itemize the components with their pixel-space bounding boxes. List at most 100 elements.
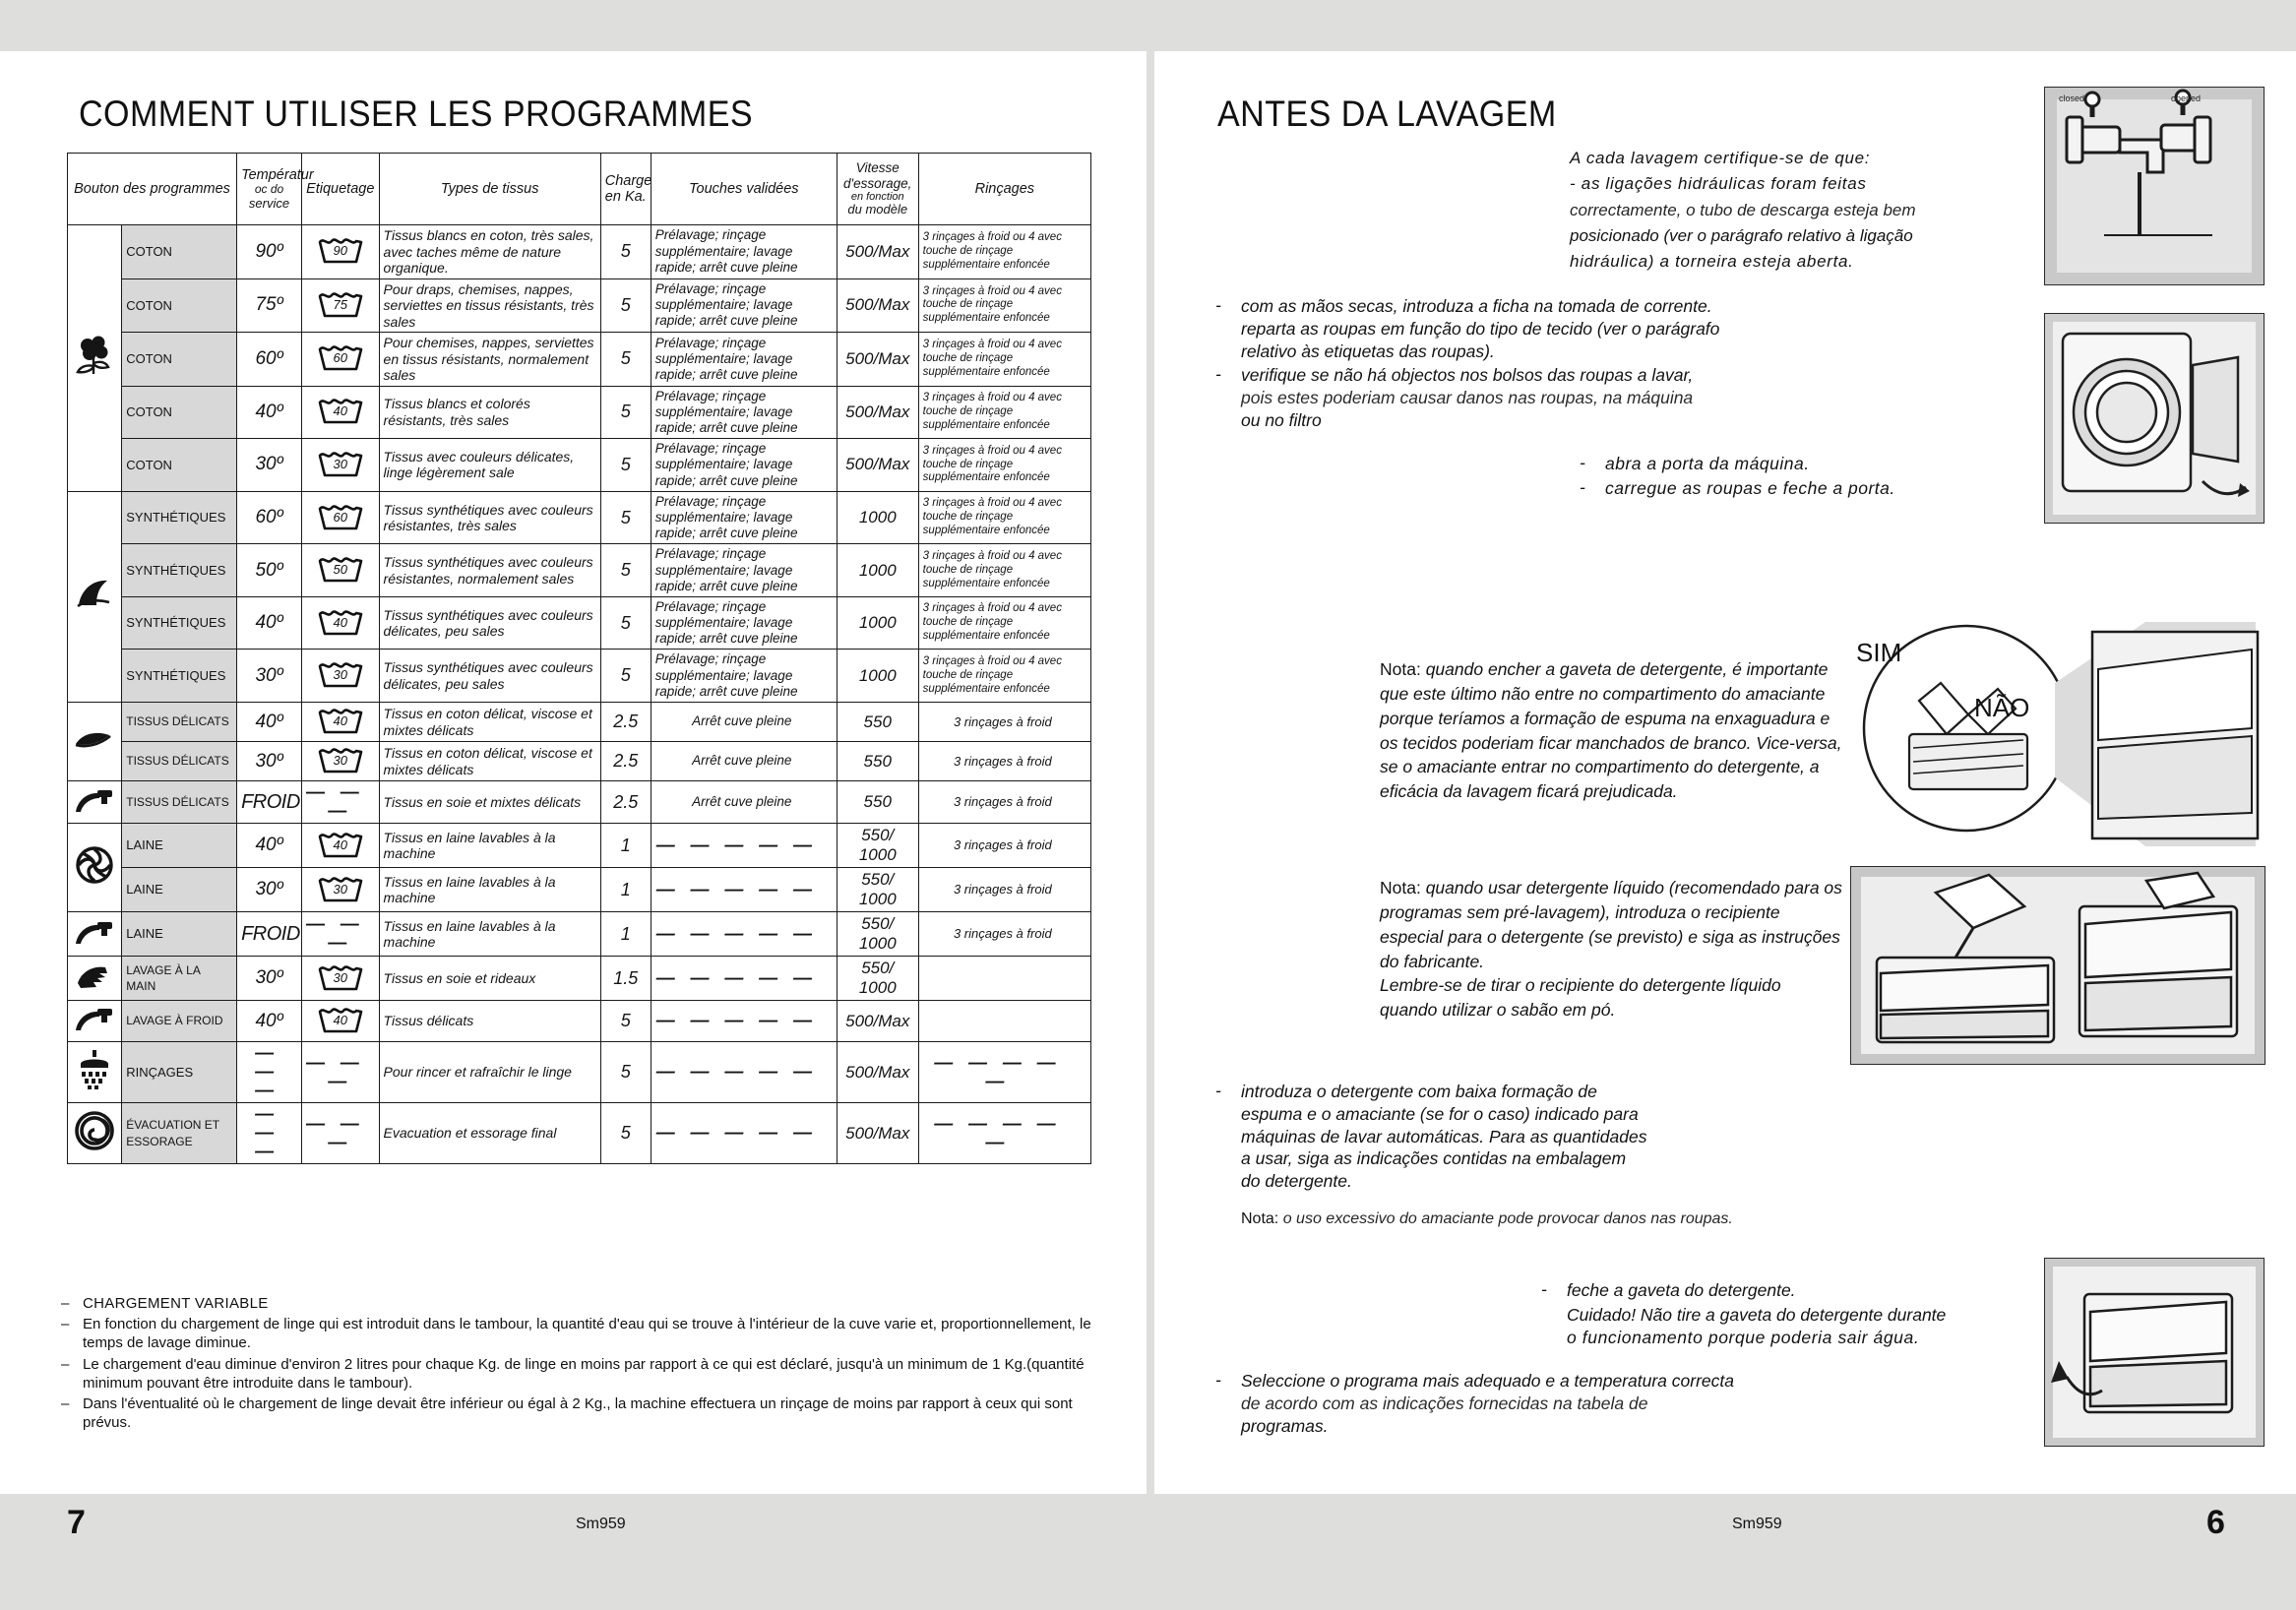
- bullet-line: a usar, siga as indicações contidas na e…: [1241, 1148, 1627, 1169]
- wash-tub-icon: 60: [315, 501, 366, 530]
- program-name: RINÇAGES: [121, 1041, 238, 1104]
- bottom-strip-right: [1154, 1494, 2296, 1610]
- spin-speed: 550/ 1000: [836, 956, 919, 1002]
- wool-icon: [66, 823, 123, 913]
- delicates-icon: [66, 702, 123, 782]
- dash-marks: — — — — —: [655, 967, 828, 989]
- options: Prélavage; rinçage supplémentaire; lavag…: [650, 332, 838, 387]
- program-name: COTON: [121, 332, 238, 387]
- bullets-group-4: - feche a gaveta do detergente. Cuidado!…: [1541, 1279, 2073, 1350]
- bullet-dash: -: [1580, 476, 1586, 497]
- program-name: TISSUS DÉLICATS: [121, 741, 238, 782]
- synthetics-icon: [66, 490, 123, 704]
- load-kg: 2.5: [599, 702, 652, 743]
- load-kg: 1: [599, 911, 652, 958]
- spin-speed: 1000: [836, 595, 919, 650]
- options: Prélavage; rinçage supplémentaire; lavag…: [650, 490, 838, 545]
- header-load: Charge en Ka.: [599, 153, 652, 225]
- bullet-text: introduza o detergente com baixa formaçã…: [1241, 1081, 1767, 1193]
- care-label: 60: [300, 332, 380, 387]
- page-gutter: [1147, 0, 1154, 1610]
- bullet-dash: -: [1541, 1279, 1547, 1299]
- rinses: — — — — —: [917, 1102, 1092, 1165]
- temperature: 90º: [236, 224, 302, 279]
- dash-marks: — — — — —: [655, 1123, 828, 1145]
- wash-tub-temp: 30: [333, 456, 347, 471]
- illustration-pouring-detergent: [1850, 866, 2265, 1065]
- temperature: 60º: [236, 332, 302, 387]
- bullets-group-5: - Seleccione o programa mais adequado e …: [1215, 1370, 1826, 1439]
- load-kg: 1.5: [599, 956, 652, 1002]
- table-row: LAVAGE À LA MAIN 30º 30 Tissus en soie et r…: [66, 956, 1092, 1002]
- fabric-type: Tissus en laine lavables à la machine: [378, 911, 601, 958]
- header-spin-line1: Vitesse: [855, 160, 900, 176]
- fabric-type: Tissus en coton délicat, viscose et mixt…: [378, 702, 601, 743]
- table-row: LAINE 30º 30 Tissus en laine lavables à la …: [68, 867, 1092, 913]
- wash-tub-temp: 30: [333, 667, 347, 683]
- load-kg: 5: [599, 332, 652, 387]
- page-title-left: COMMENT UTILISER LES PROGRAMMES: [79, 93, 754, 134]
- spin-speed: 500/Max: [836, 1041, 919, 1104]
- dash-marks: — — — — —: [655, 1062, 828, 1084]
- header-spin-line3: en fonction: [850, 190, 904, 203]
- no-label-dashes: — — —: [305, 914, 375, 955]
- table-row: TISSUS DÉLICATS 30º 30 Tissus en coton déli…: [68, 741, 1092, 782]
- load-kg: 5: [599, 1000, 652, 1043]
- bullet-line: ou no filtro: [1241, 409, 1322, 430]
- care-label: 75: [300, 278, 380, 334]
- bullet-text: com as mãos secas, introduza a ficha na …: [1241, 295, 1826, 362]
- footer-code-right: Sm959: [1732, 1516, 1782, 1532]
- program-name: LAINE: [121, 867, 238, 913]
- top-strip-left: [0, 0, 1147, 51]
- options: — — — — —: [650, 956, 838, 1002]
- note-liquid-detergent: Nota: quando usar detergente líquido (re…: [1380, 876, 1842, 1022]
- care-label: 60: [300, 490, 380, 545]
- care-label: 40: [300, 595, 380, 650]
- dash-marks: — — —: [255, 1104, 283, 1163]
- load-notes: – CHARGEMENT VARIABLE – En fonction du char…: [61, 1294, 1104, 1434]
- table-row: RINÇAGES — — — — — — Pour rincer et rafraî…: [66, 1041, 1092, 1104]
- list-item: Cuidado! Não tire a gaveta do detergente…: [1541, 1304, 2073, 1349]
- fabric-type: Pour chemises, nappes, serviettes en tis…: [378, 332, 601, 387]
- list-item: - carregue as roupas e feche a porta.: [1580, 477, 2042, 500]
- wash-tub-temp: 60: [333, 509, 347, 525]
- note-label: Nota:: [1380, 878, 1421, 898]
- top-strip-right: [1154, 0, 2296, 51]
- note-text: quando encher a gaveta de detergente, é …: [1380, 659, 1842, 802]
- note-dash: –: [61, 1394, 70, 1412]
- spin-speed: 500/Max: [836, 1102, 919, 1165]
- note-label: Nota:: [1380, 659, 1421, 679]
- bullet-line: espuma e o amaciante (se for o caso) ind…: [1241, 1103, 1639, 1124]
- dash-marks: — — —: [255, 1043, 283, 1102]
- bullet-dash: [1541, 1304, 1567, 1349]
- wash-tub-icon: 50: [315, 553, 366, 583]
- fabric-type: Tissus synthétiques avec couleurs délica…: [378, 649, 601, 704]
- header-button: Bouton des programmes: [66, 153, 238, 225]
- temperature: — — —: [236, 1041, 302, 1104]
- care-label: — — —: [300, 1041, 380, 1104]
- programs-table-body: COTON 90º 90 Tissus blancs en coton, très s…: [66, 224, 1092, 1165]
- temperature: 50º: [236, 543, 302, 597]
- temperature: 75º: [236, 278, 302, 334]
- table-header-row: Bouton des programmes Températur oc do s…: [66, 153, 1092, 225]
- spin-speed: 550: [836, 702, 919, 743]
- bullet-dash: -: [1215, 295, 1221, 315]
- rinses: 3 rinçages à froid: [917, 911, 1092, 958]
- fabric-type: Tissus en laine lavables à la machine: [378, 867, 601, 913]
- drawer-drawing: [1862, 622, 2260, 846]
- bullet-dash: -: [1215, 1370, 1221, 1390]
- spin-speed: 550/ 1000: [836, 867, 919, 913]
- load-kg: 5: [599, 224, 652, 279]
- rinses: 3 rinçages à froid: [917, 702, 1092, 743]
- header-load-line2: en Ka.: [604, 189, 647, 205]
- load-kg: 5: [599, 490, 652, 545]
- temperature: 40º: [236, 1000, 302, 1043]
- options: Arrêt cuve pleine: [650, 780, 838, 825]
- rinses: 3 rinçages à froid ou 4 avec touche de r…: [917, 543, 1092, 597]
- options: — — — — —: [650, 1000, 838, 1043]
- table-row: COTON 60º 60 Pour chemises, nappes, serviet…: [68, 332, 1092, 387]
- label-sim: SIM: [1856, 638, 1902, 667]
- wash-tub-temp: 50: [333, 562, 347, 578]
- spin-speed: 550/ 1000: [836, 911, 919, 958]
- program-name: COTON: [121, 385, 238, 440]
